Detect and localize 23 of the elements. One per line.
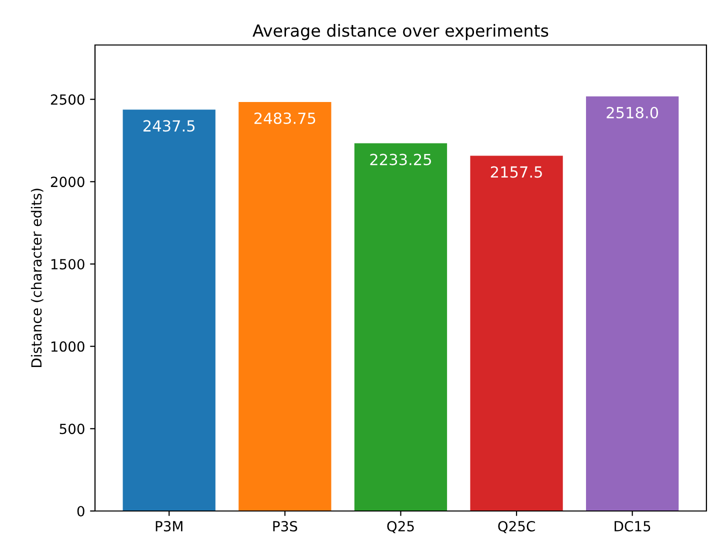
x-tick-label: P3S (273, 520, 298, 532)
data-label: 2233.25 (370, 154, 431, 166)
x-tick-label: DC15 (614, 520, 650, 532)
y-tick-label: 500 (60, 424, 84, 434)
bar (470, 156, 563, 511)
y-tick-label: 1500 (51, 258, 84, 270)
y-tick-label: 2000 (50, 176, 84, 188)
y-tick-label: 0 (77, 506, 84, 516)
chart-title: Average distance over experiments (252, 24, 548, 40)
x-tick-label: P3M (156, 520, 182, 532)
data-label: 2518.0 (606, 106, 658, 118)
y-tick-label: 2500 (50, 94, 84, 105)
bar (354, 143, 448, 511)
bar (586, 96, 679, 511)
data-label: 2157.5 (490, 166, 542, 178)
data-label: 2483.75 (254, 112, 316, 124)
x-tick-label: Q25 (387, 520, 414, 534)
x-tick-label: Q25C (498, 520, 535, 534)
bar (122, 110, 216, 511)
bar (238, 102, 332, 511)
data-label: 2437.5 (144, 120, 195, 132)
y-tick-label: 1000 (51, 341, 84, 352)
y-axis-title: Distance (character edits) (30, 188, 44, 368)
